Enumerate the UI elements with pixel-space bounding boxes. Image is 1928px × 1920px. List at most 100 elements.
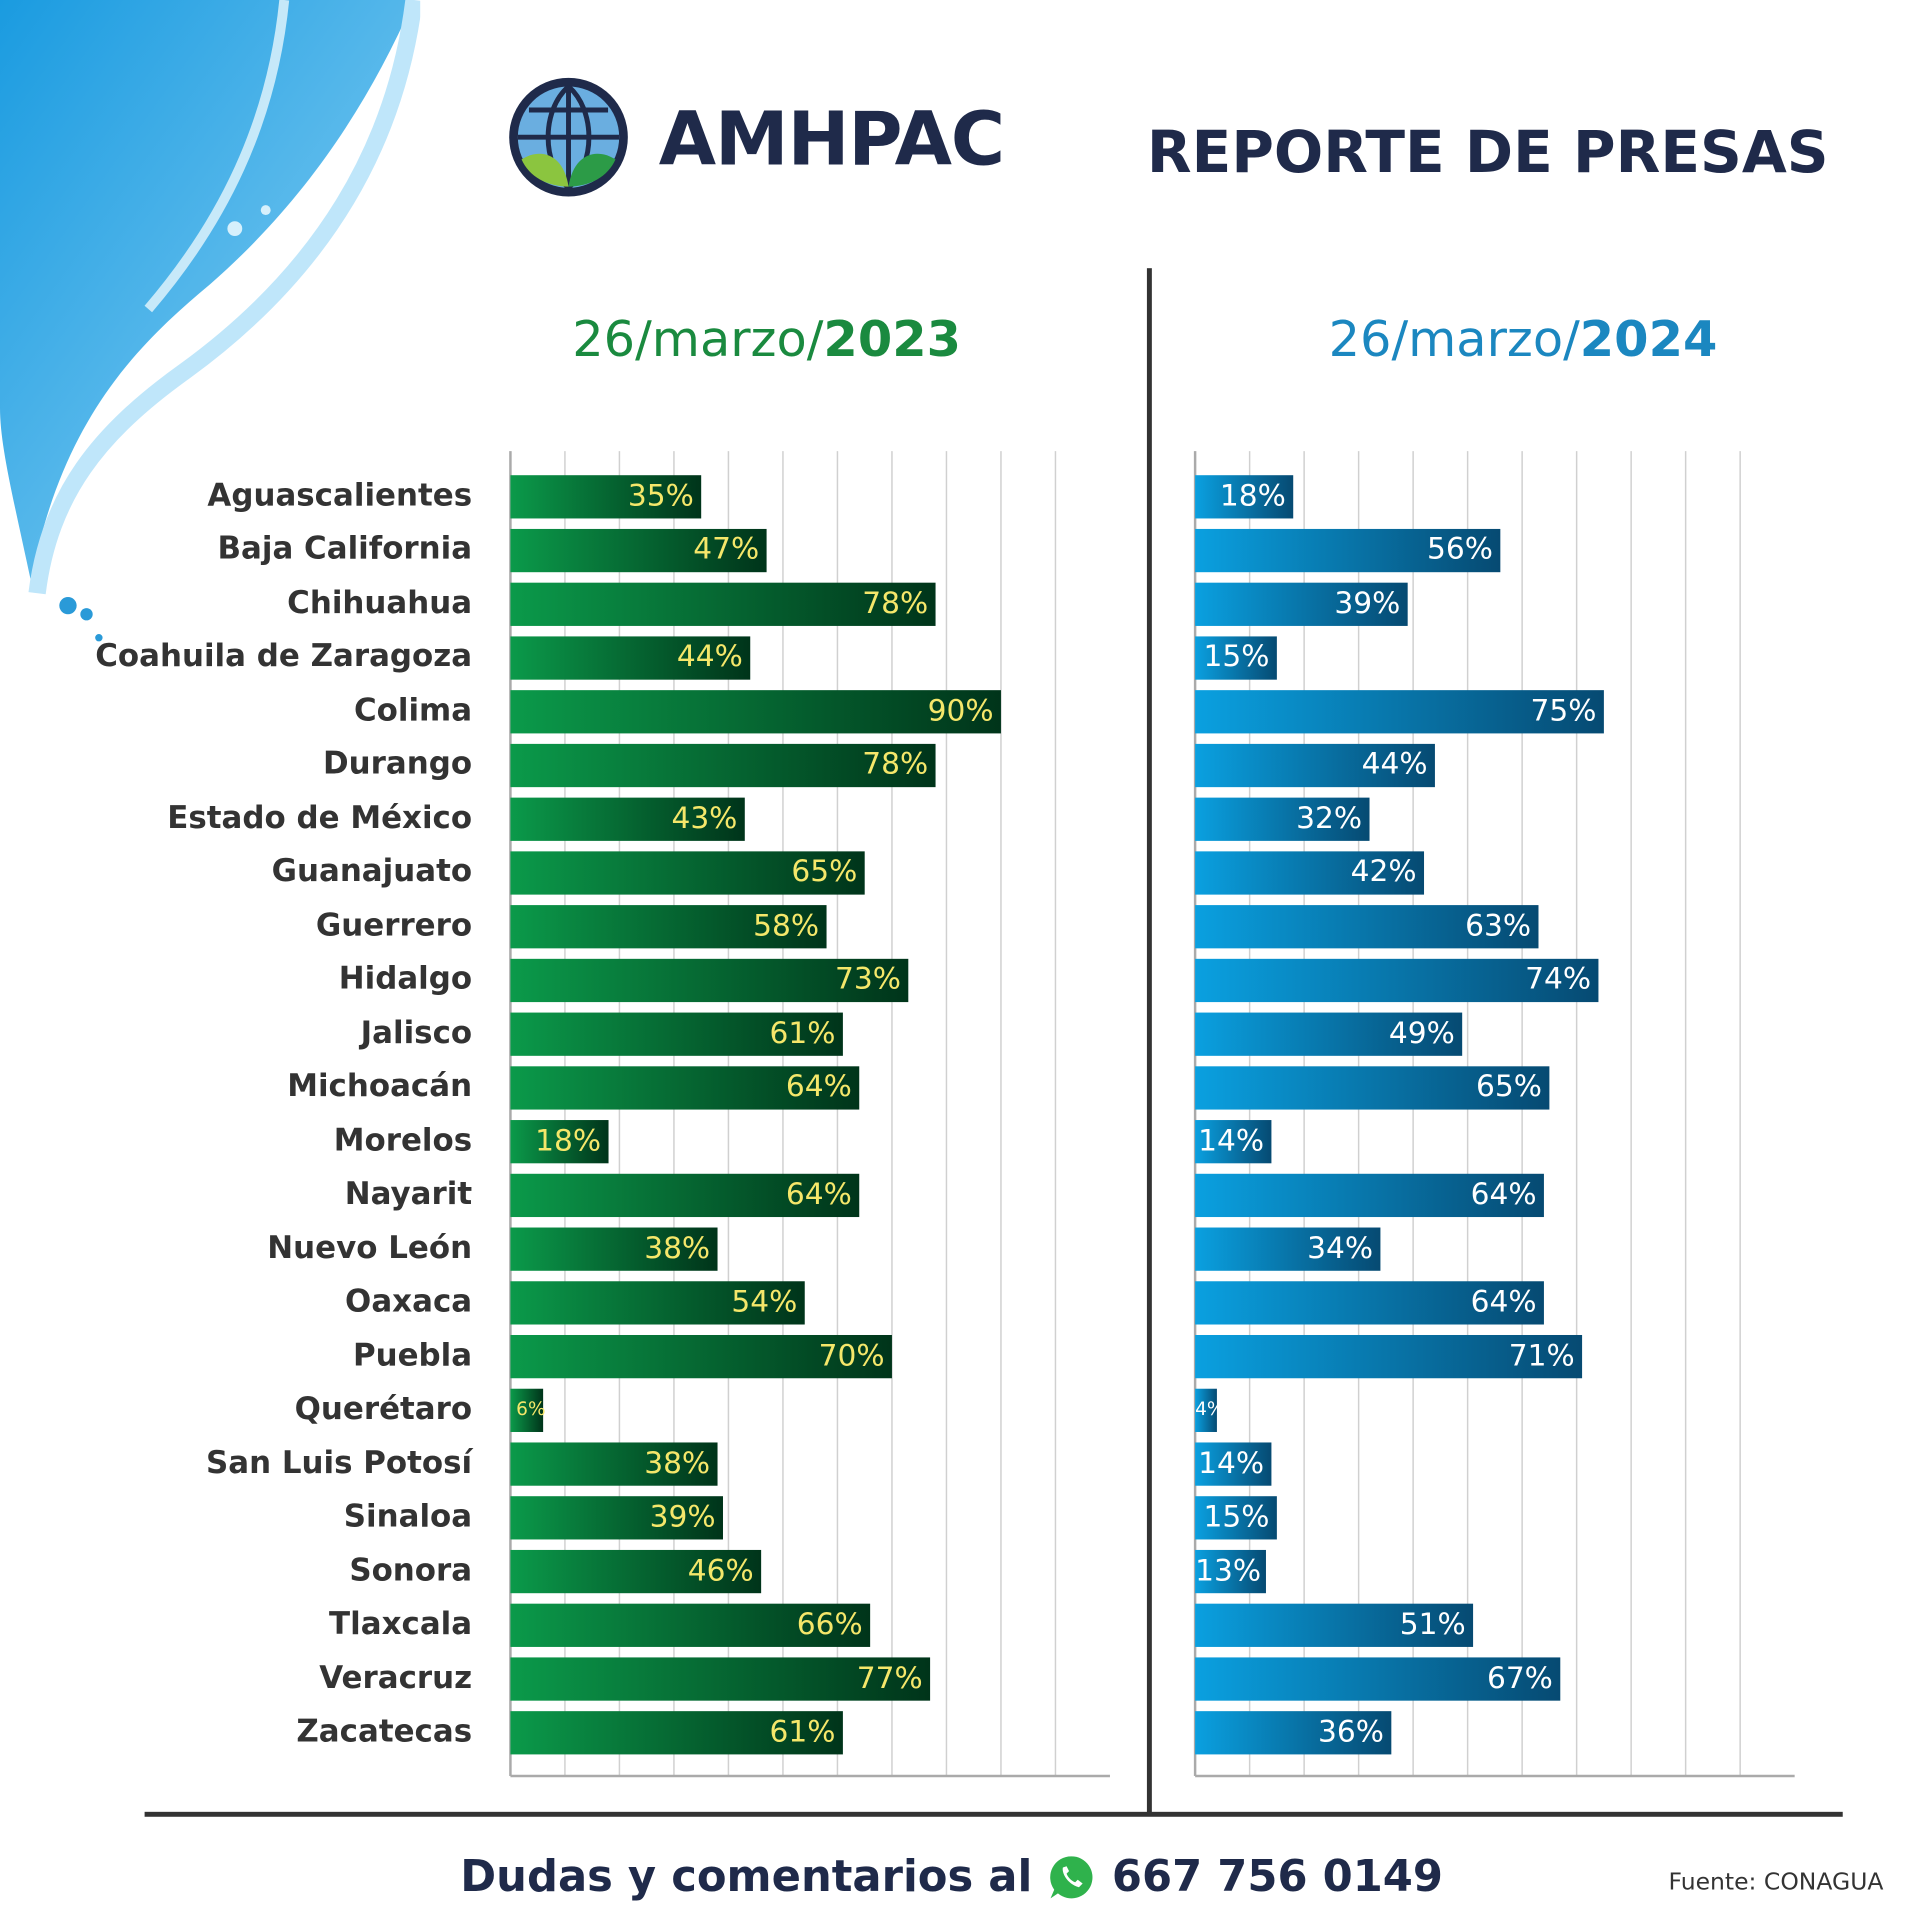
category-label: Veracruz (319, 1659, 473, 1696)
bar-value-label: 14% (1198, 1123, 1264, 1158)
category-label: Guanajuato (271, 853, 473, 890)
bar (1195, 1012, 1463, 1056)
category-label: Baja California (217, 530, 473, 567)
category-label: Sonora (349, 1551, 473, 1588)
bar (1195, 1227, 1381, 1271)
bar-value-label: 66% (796, 1606, 863, 1642)
bar (1195, 1657, 1561, 1701)
category-label: Michoacán (287, 1068, 473, 1104)
bar (510, 1603, 871, 1647)
bar-value-label: 38% (644, 1445, 711, 1481)
bar-value-label: 78% (862, 585, 929, 621)
source-note: Fuente: CONAGUA (1668, 1868, 1884, 1896)
whatsapp-icon (1050, 1856, 1094, 1899)
page-title: REPORTE DE PRESAS (1146, 118, 1829, 187)
category-label: Estado de México (167, 799, 473, 836)
bar (1195, 636, 1277, 680)
bar (1195, 1173, 1544, 1218)
bar-value-label: 51% (1399, 1606, 1466, 1642)
bar-value-label: 78% (862, 746, 929, 782)
bar (1195, 1066, 1550, 1110)
amhpac-globe-logo (509, 77, 628, 197)
bar-value-label: 46% (687, 1553, 754, 1588)
bar (1195, 528, 1501, 573)
bar-value-label: 44% (676, 639, 743, 675)
footer-text: Dudas y comentarios al (460, 1852, 1033, 1903)
date-year: 2023 (823, 311, 962, 369)
bar (1195, 797, 1370, 841)
bar-value-label: 42% (1350, 854, 1417, 890)
bar-value-label: 64% (785, 1069, 852, 1104)
bar-value-label: 38% (644, 1230, 711, 1266)
bar (1195, 1603, 1474, 1647)
bar-value-label: 64% (1470, 1176, 1537, 1212)
bar-value-label: 64% (785, 1176, 852, 1212)
bar (510, 1066, 860, 1110)
bar (1195, 582, 1408, 626)
category-label: Sinaloa (343, 1498, 473, 1534)
category-label: Zacatecas (296, 1712, 473, 1749)
bar-value-label: 6% (516, 1397, 546, 1421)
date-year: 2024 (1579, 311, 1718, 369)
bar (510, 1442, 718, 1486)
date-prefix: 26/marzo/ (1328, 311, 1580, 369)
chart-title-2023: 26/marzo/2023 (572, 311, 961, 368)
bar-value-label: 18% (1219, 478, 1286, 513)
bar (510, 743, 936, 788)
bar-value-label: 65% (791, 854, 858, 890)
bar (510, 1173, 860, 1218)
bar (1195, 1281, 1544, 1325)
category-label: Colima (353, 691, 473, 728)
brand-name: AMHPAC (658, 96, 1005, 183)
bar (510, 1012, 843, 1056)
bar (1195, 851, 1425, 895)
bar (510, 1281, 805, 1325)
chart-title-2024: 26/marzo/2024 (1329, 311, 1718, 368)
bar (510, 851, 865, 895)
bar-value-label: 36% (1317, 1714, 1384, 1749)
bar (1195, 958, 1599, 1003)
category-label: Morelos (333, 1121, 473, 1158)
bar-value-label: 56% (1426, 532, 1493, 567)
bar-value-label: 74% (1525, 961, 1592, 997)
bar (510, 690, 1001, 734)
bar-value-label: 67% (1486, 1660, 1553, 1696)
bar-value-label: 58% (753, 908, 820, 943)
bar (510, 797, 745, 841)
category-label: San Luis Potosí (205, 1444, 473, 1481)
category-label: Nuevo León (267, 1229, 473, 1266)
bar-value-label: 39% (649, 1499, 716, 1534)
bar-value-label: 18% (535, 1123, 602, 1158)
bar-value-label: 54% (731, 1284, 798, 1319)
phone-number[interactable]: 667 756 0149 (1111, 1852, 1444, 1903)
date-prefix: 26/marzo/ (572, 311, 824, 369)
category-label: Puebla (352, 1336, 473, 1373)
category-label: Jalisco (360, 1014, 473, 1051)
bar (1195, 905, 1539, 949)
bar-value-label: 49% (1388, 1015, 1455, 1051)
bar-value-label: 64% (1470, 1284, 1537, 1319)
bar-value-label: 15% (1203, 1499, 1270, 1534)
bar-value-label: 43% (671, 800, 738, 836)
bar (510, 1657, 931, 1701)
bar (1195, 1334, 1583, 1379)
bar-value-label: 61% (769, 1015, 836, 1051)
bar (1195, 1120, 1272, 1164)
bar-value-label: 73% (834, 961, 901, 997)
category-label: Tlaxcala (329, 1605, 473, 1642)
bar-value-label: 13% (1195, 1553, 1262, 1588)
category-label: Aguascalientes (207, 477, 473, 513)
bar-value-label: 34% (1307, 1230, 1374, 1266)
bar-value-label: 75% (1530, 693, 1597, 728)
bar-value-label: 77% (856, 1660, 923, 1696)
bar (1195, 1711, 1392, 1755)
bar-value-label: 32% (1296, 800, 1363, 836)
bar (1195, 475, 1294, 519)
bar-value-label: 90% (927, 693, 994, 728)
bar-value-label: 71% (1508, 1338, 1575, 1373)
bar-value-label: 47% (693, 532, 760, 567)
category-label: Coahuila de Zaragoza (95, 638, 473, 675)
bar (510, 905, 827, 949)
bar (510, 1388, 544, 1432)
category-label: Guerrero (315, 906, 473, 943)
